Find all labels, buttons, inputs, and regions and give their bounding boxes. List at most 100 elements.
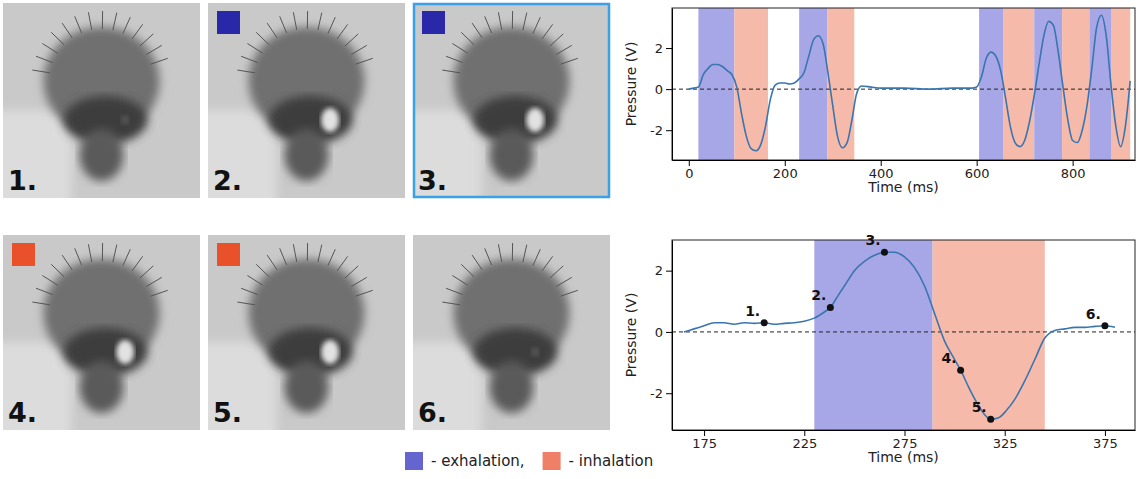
pressure-line bbox=[689, 15, 1130, 151]
annotation-dot bbox=[957, 367, 964, 374]
bristle bbox=[307, 243, 308, 261]
annotation-dot bbox=[761, 319, 768, 326]
insect-body bbox=[80, 129, 124, 181]
photo-label: 2. bbox=[213, 165, 242, 196]
phase-span bbox=[827, 8, 854, 160]
plot-area bbox=[672, 240, 1135, 430]
x-tick: 0 bbox=[685, 160, 693, 181]
plot-frame bbox=[672, 240, 1135, 430]
bristle bbox=[542, 24, 553, 39]
insect-body bbox=[285, 361, 329, 413]
bristle bbox=[498, 12, 501, 30]
bristle bbox=[533, 249, 540, 265]
bristle bbox=[446, 56, 463, 62]
phase-marker bbox=[217, 11, 240, 34]
bristle bbox=[472, 255, 482, 270]
y-tick-label: 2 bbox=[655, 41, 663, 56]
x-tick-mark bbox=[977, 160, 978, 166]
bristle bbox=[523, 13, 527, 31]
photo-shade bbox=[413, 110, 482, 198]
photo-shade bbox=[3, 110, 72, 198]
spiracle bbox=[121, 115, 129, 125]
bristle bbox=[256, 32, 269, 45]
photo-background bbox=[3, 3, 200, 198]
x-tick-mark bbox=[804, 430, 805, 436]
bristle bbox=[356, 290, 373, 296]
bristle bbox=[247, 275, 262, 285]
y-axis: -2 0 2 bbox=[650, 9, 672, 161]
bristle bbox=[256, 264, 269, 277]
bristle bbox=[267, 23, 277, 38]
x-tick-mark bbox=[1073, 160, 1074, 166]
bristle bbox=[88, 244, 91, 262]
bristle bbox=[102, 243, 103, 261]
bristle bbox=[512, 243, 513, 261]
bristle bbox=[32, 70, 50, 73]
y-tick-mark bbox=[666, 271, 672, 272]
x-tick: 225 bbox=[792, 430, 817, 451]
x-tick-mark bbox=[881, 160, 882, 166]
y-tick-label: 2 bbox=[655, 263, 663, 278]
x-tick-label: 325 bbox=[993, 436, 1018, 451]
bristle bbox=[512, 11, 513, 29]
y-axis-title: Pressure (V) bbox=[623, 293, 639, 378]
annotation-label: 3. bbox=[865, 232, 880, 248]
y-tick: 2 bbox=[655, 263, 672, 278]
y-tick-mark bbox=[666, 48, 672, 49]
bristle bbox=[293, 244, 296, 262]
spiracle bbox=[526, 108, 544, 132]
insect-body bbox=[80, 361, 124, 413]
phase-marker bbox=[422, 11, 445, 34]
bristle bbox=[318, 245, 322, 263]
bristle bbox=[337, 256, 348, 271]
x-tick: 800 bbox=[1061, 160, 1086, 181]
bristle bbox=[132, 256, 143, 271]
bristle bbox=[123, 249, 130, 265]
bristle bbox=[452, 43, 467, 53]
photo-background bbox=[413, 235, 610, 430]
bristle bbox=[556, 277, 571, 286]
y-axis-line bbox=[672, 9, 673, 161]
bristle bbox=[345, 34, 358, 46]
bristle bbox=[146, 277, 161, 286]
insect-body bbox=[490, 129, 534, 181]
annotation-label: 5. bbox=[972, 399, 987, 415]
y-tick-label: 0 bbox=[655, 82, 663, 97]
x-tick: 325 bbox=[993, 430, 1018, 451]
x-axis-title: Time (ms) bbox=[867, 449, 939, 465]
bristle bbox=[280, 16, 287, 33]
x-tick-label: 225 bbox=[792, 436, 817, 451]
bristle bbox=[561, 58, 578, 64]
bristle bbox=[461, 32, 474, 45]
y-tick-label: -2 bbox=[650, 123, 663, 138]
bristle bbox=[75, 16, 82, 33]
bristle bbox=[472, 23, 482, 38]
bristle bbox=[345, 266, 358, 278]
photo-shade bbox=[208, 110, 277, 198]
bristle bbox=[542, 256, 553, 271]
y-tick: -2 bbox=[650, 123, 672, 138]
y-tick-mark bbox=[666, 130, 672, 131]
photo-shade bbox=[413, 342, 482, 430]
bristle bbox=[351, 45, 366, 54]
photo-shade bbox=[3, 342, 72, 430]
bristle bbox=[461, 264, 474, 277]
highlight-frame bbox=[414, 4, 609, 197]
annotation-dot bbox=[1101, 322, 1108, 329]
phase-marker bbox=[217, 243, 240, 266]
y-tick-mark bbox=[666, 393, 672, 394]
spiracle bbox=[116, 340, 134, 364]
figure: 1.2.3.4.5.6.0200400600800-202Time (ms)Pr… bbox=[0, 0, 1145, 479]
phase-span bbox=[698, 8, 734, 160]
y-tick-mark bbox=[666, 332, 672, 333]
bristle bbox=[280, 248, 287, 265]
bristle bbox=[485, 248, 492, 265]
legend-swatch bbox=[405, 452, 423, 470]
chart: 0200400600800-202Time (ms)Pressure (V) bbox=[623, 8, 1136, 195]
y-tick-label: 0 bbox=[655, 325, 663, 340]
bristle bbox=[51, 264, 64, 277]
insect-body bbox=[490, 361, 534, 413]
bristle bbox=[62, 23, 72, 38]
bristle bbox=[241, 56, 258, 62]
x-tick: 200 bbox=[773, 160, 798, 181]
